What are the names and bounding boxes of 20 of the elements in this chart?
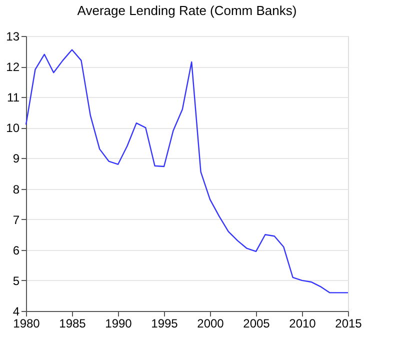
x-tick-label: 1990 — [105, 316, 132, 330]
x-tick-label: 1995 — [151, 316, 178, 330]
y-tick-label: 6 — [12, 243, 20, 258]
y-tick-label: 10 — [6, 121, 20, 136]
x-tick-label: 2010 — [289, 316, 316, 330]
x-tick-label: 2015 — [335, 316, 362, 330]
y-tick-label: 9 — [12, 152, 20, 166]
y-tick-label: 8 — [12, 182, 20, 196]
y-tick-label: 4 — [12, 304, 20, 318]
x-tick-label: 2005 — [243, 316, 270, 330]
x-tick-label: 2000 — [197, 316, 224, 330]
y-tick-label: 11 — [7, 90, 20, 105]
x-tick-label: 1980 — [13, 316, 40, 330]
chart-title: Average Lending Rate (Comm Banks) — [77, 3, 297, 18]
y-tick-label: 5 — [12, 274, 20, 288]
line-series — [25, 49, 349, 294]
y-tick-label: 13 — [6, 30, 20, 44]
y-tick-label: 12 — [6, 60, 20, 74]
x-tick-label: 1985 — [59, 316, 86, 330]
y-tick-label: 7 — [12, 212, 20, 227]
